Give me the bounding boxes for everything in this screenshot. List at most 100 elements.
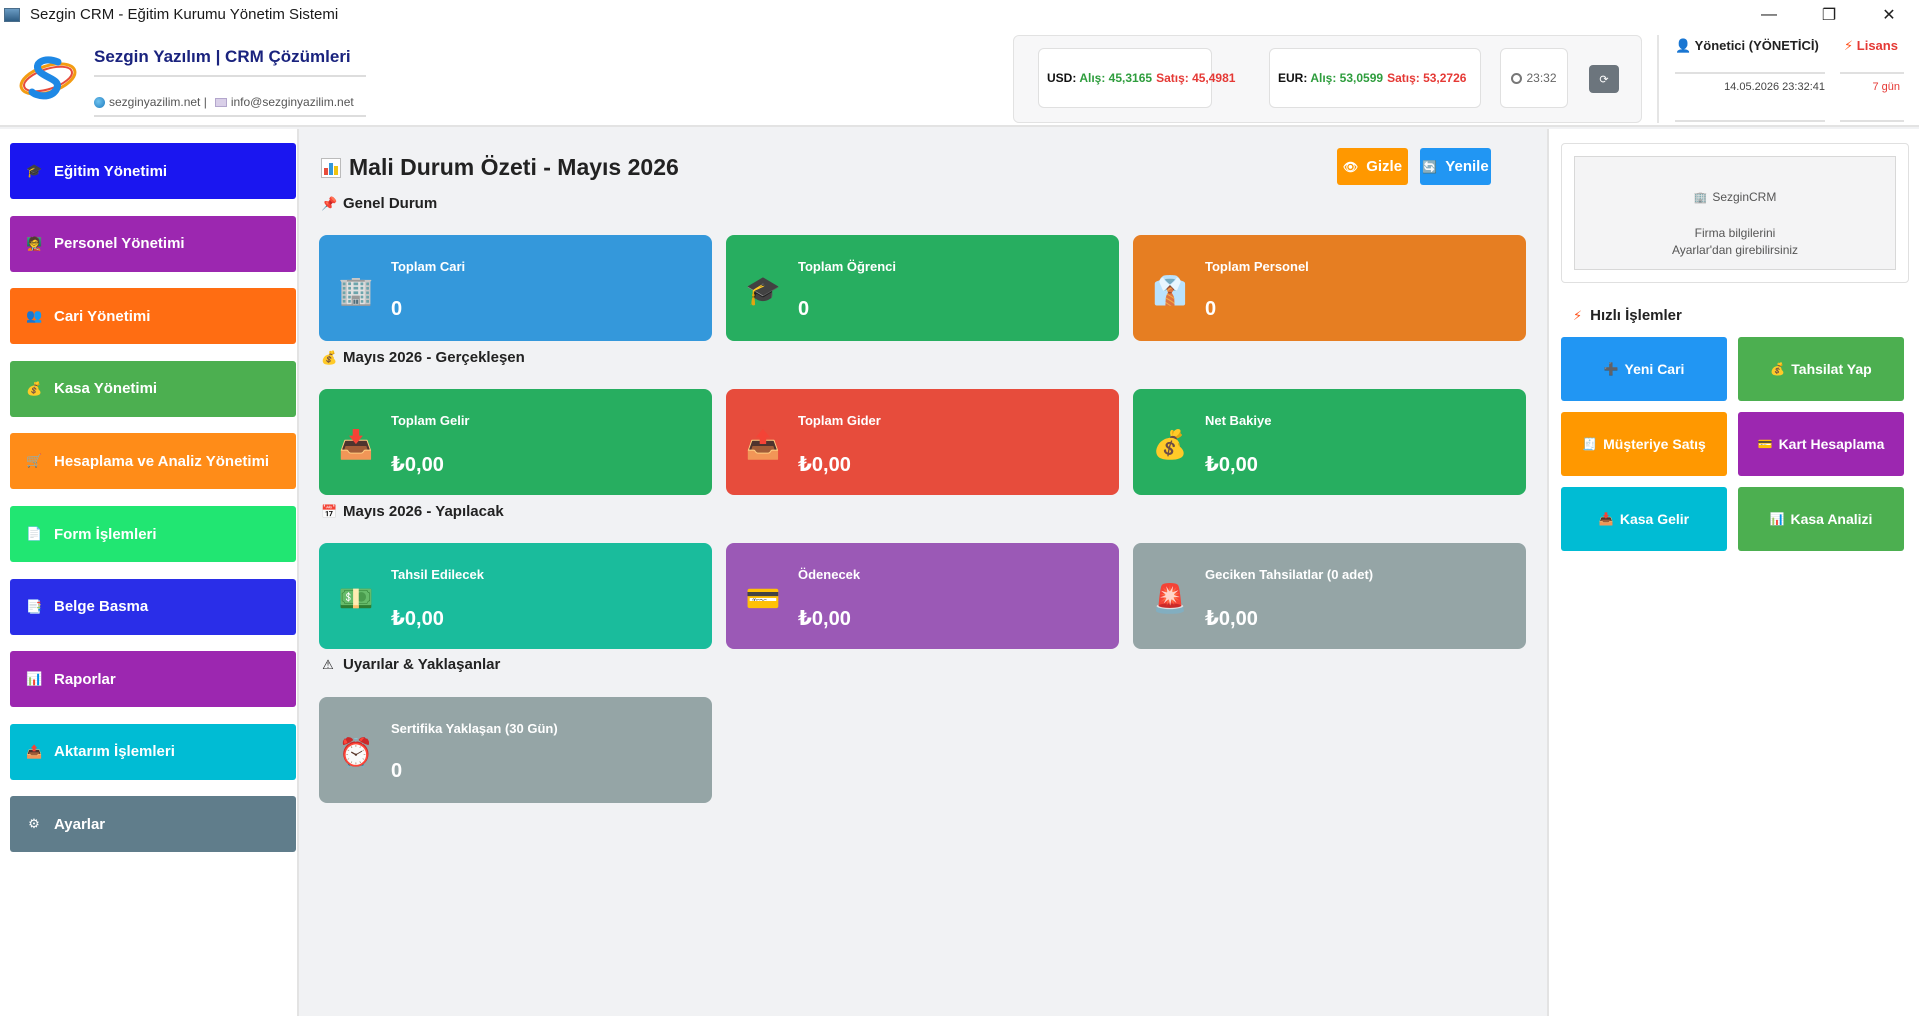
- stat-card-label: Toplam Öğrenci: [798, 259, 896, 274]
- stat-card-label: Net Bakiye: [1205, 413, 1272, 428]
- stat-card-toplam-personel[interactable]: 👔 Toplam Personel 0: [1133, 235, 1526, 341]
- stat-card-toplam-cari[interactable]: 🏢 Toplam Cari 0: [319, 235, 712, 341]
- exchange-rates-panel: USD: Alış: 45,3165 Satış: 45,4981 EUR: A…: [1013, 35, 1642, 123]
- clock-display: 23:32: [1500, 48, 1568, 108]
- sidebar-item-belge-basma[interactable]: 📑 Belge Basma: [10, 578, 296, 635]
- quick-action-kasa-gelir[interactable]: 📥 Kasa Gelir: [1561, 487, 1727, 551]
- sidebar-item-icon: 📑: [26, 598, 43, 614]
- stat-card-icon: 💰: [1152, 428, 1188, 460]
- mail-icon: [214, 97, 227, 107]
- firm-info-box: 🏢 SezginCRM Firma bilgilerini Ayarlar'da…: [1574, 156, 1896, 270]
- sidebar-item-hesaplama-ve-analiz-yonetimi[interactable]: 🛒 Hesaplama ve Analiz Yönetimi: [10, 433, 296, 490]
- window-title: Sezgin CRM - Eğitim Kurumu Yönetim Siste…: [30, 6, 339, 23]
- sidebar-item-icon: 👥: [26, 308, 43, 324]
- stat-card-toplam-ogrenci[interactable]: 🎓 Toplam Öğrenci 0: [726, 235, 1119, 341]
- quick-action-icon: 📥: [1598, 512, 1614, 526]
- section-title-mayis-2026-yapilacak: 📅 Mayıs 2026 - Yapılacak: [321, 503, 504, 520]
- close-button[interactable]: ✕: [1882, 6, 1896, 24]
- refresh-button-label: Yenile: [1445, 158, 1489, 175]
- section-title-text: Mayıs 2026 - Gerçekleşen: [343, 349, 525, 366]
- quick-action-label: Müşteriye Satış: [1603, 436, 1706, 452]
- eur-rate: EUR: Alış: 53,0599 Satış: 53,2726: [1269, 48, 1481, 108]
- section-icon: 📅: [321, 503, 338, 519]
- stat-card-net-bakiye[interactable]: 💰 Net Bakiye ₺0,00: [1133, 389, 1526, 495]
- stat-card-toplam-gelir[interactable]: 📥 Toplam Gelir ₺0,00: [319, 389, 712, 495]
- globe-icon: [94, 96, 105, 108]
- sidebar-item-icon: 📤: [26, 743, 43, 759]
- stat-card-toplam-gider[interactable]: 📤 Toplam Gider ₺0,00: [726, 389, 1119, 495]
- app-icon: [4, 7, 20, 22]
- usd-code: USD:: [1047, 71, 1077, 85]
- user-name[interactable]: 👤 Yönetici (YÖNETİCİ): [1675, 38, 1819, 54]
- sidebar-item-aktarim-islemleri[interactable]: 📤 Aktarım İşlemleri: [10, 723, 296, 780]
- sidebar-item-raporlar[interactable]: 📊 Raporlar: [10, 651, 296, 708]
- refresh-button[interactable]: 🔄 Yenile: [1420, 148, 1491, 185]
- sidebar-item-ayarlar[interactable]: ⚙ Ayarlar: [10, 796, 296, 853]
- quick-action-tahsilat-yap[interactable]: 💰 Tahsilat Yap: [1738, 337, 1904, 401]
- stat-card-tahsil-edilecek[interactable]: 💵 Tahsil Edilecek ₺0,00: [319, 543, 712, 649]
- sidebar-item-egitim-yonetimi[interactable]: 🎓 Eğitim Yönetimi: [10, 143, 296, 199]
- sidebar-item-kasa-yonetimi[interactable]: 💰 Kasa Yönetimi: [10, 360, 296, 417]
- user-info: 👤 Yönetici (YÖNETİCİ) 14.05.2026 23:32:4…: [1675, 35, 1825, 123]
- sidebar-item-personel-yonetimi[interactable]: 🧑‍🏫 Personel Yönetimi: [10, 215, 296, 272]
- login-datetime: 14.05.2026 23:32:41: [1724, 81, 1825, 93]
- stat-card-value: ₺0,00: [391, 454, 444, 476]
- stat-card-label: Geciken Tahsilatlar (0 adet): [1205, 567, 1374, 582]
- stat-card-odenecek[interactable]: 💳 Ödenecek ₺0,00: [726, 543, 1119, 649]
- hide-button-label: Gizle: [1366, 158, 1403, 175]
- eur-code: EUR:: [1278, 71, 1308, 85]
- stat-card-geciken-tahsilatlar-0-adet[interactable]: 🚨 Geciken Tahsilatlar (0 adet) ₺0,00: [1133, 543, 1526, 649]
- lightning-icon: ⚡: [1844, 38, 1854, 53]
- stat-card-label: Ödenecek: [798, 567, 861, 582]
- firm-info-card: 🏢 SezginCRM Firma bilgilerini Ayarlar'da…: [1561, 143, 1909, 283]
- quick-action-kasa-analizi[interactable]: 📊 Kasa Analizi: [1738, 487, 1904, 551]
- stat-card-value: ₺0,00: [1205, 608, 1258, 630]
- sidebar-item-icon: 💰: [26, 380, 43, 396]
- sidebar-item-label: Raporlar: [54, 670, 116, 688]
- brand-contacts: sezginyazilim.net | info@sezginyazilim.n…: [94, 95, 354, 109]
- sidebar: 🎓 Eğitim Yönetimi 🧑‍🏫 Personel Yönetimi 👥 Car…: [0, 129, 299, 1016]
- section-icon: ⚠: [322, 656, 334, 672]
- quick-action-icon: ➕: [1603, 362, 1619, 376]
- firm-name: 🏢 SezginCRM: [1575, 190, 1895, 204]
- license-divider-bottom: [1840, 120, 1904, 122]
- user-icon: 👤: [1675, 38, 1692, 53]
- hide-button[interactable]: 👁 Gizle: [1337, 148, 1408, 185]
- usd-buy: Alış: 45,3165: [1079, 71, 1153, 85]
- sidebar-item-label: Cari Yönetimi: [54, 307, 151, 325]
- sidebar-item-label: Personel Yönetimi: [54, 235, 185, 253]
- sidebar-item-form-islemleri[interactable]: 📄 Form İşlemleri: [10, 506, 296, 562]
- header-divider: [1657, 35, 1659, 123]
- website-link[interactable]: sezginyazilim.net |: [109, 95, 207, 109]
- quick-action-label: Kasa Analizi: [1790, 511, 1873, 527]
- section-title-mayis-2026-gerceklesen: 💰 Mayıs 2026 - Gerçekleşen: [321, 349, 525, 366]
- user-divider-bottom: [1675, 120, 1825, 122]
- sidebar-item-icon: 🎓: [26, 163, 43, 178]
- stat-card-sertifika-yaklasan-30-gun[interactable]: ⏰ Sertifika Yaklaşan (30 Gün) 0: [319, 697, 712, 803]
- firm-info-line2: Ayarlar'dan girebilirsiniz: [1671, 243, 1799, 257]
- stat-card-label: Tahsil Edilecek: [391, 567, 484, 582]
- app-header: Sezgin Yazılım | CRM Çözümleri sezginyaz…: [0, 29, 1919, 127]
- quick-action-icon: 💰: [1770, 362, 1786, 376]
- stat-card-value: 0: [391, 298, 403, 320]
- sidebar-item-icon: 📊: [26, 671, 43, 687]
- quick-action-icon: 📊: [1769, 512, 1785, 526]
- window-titlebar: Sezgin CRM - Eğitim Kurumu Yönetim Siste…: [0, 0, 1919, 29]
- quick-action-kart-hesaplama[interactable]: 💳 Kart Hesaplama: [1738, 412, 1904, 476]
- restore-button[interactable]: ❐: [1821, 6, 1837, 24]
- quick-action-label: Tahsilat Yap: [1791, 361, 1872, 377]
- minimize-button[interactable]: —: [1761, 5, 1777, 23]
- rates-refresh-button[interactable]: ⟳: [1589, 65, 1619, 93]
- sidebar-item-cari-yonetimi[interactable]: 👥 Cari Yönetimi: [10, 288, 296, 345]
- sidebar-item-label: Kasa Yönetimi: [54, 380, 158, 398]
- license-info: ⚡ Lisans 7 gün: [1840, 35, 1904, 123]
- quick-action-icon: 🧾: [1582, 437, 1598, 451]
- stat-card-icon: 📤: [745, 428, 781, 460]
- quick-action-musteriye-satis[interactable]: 🧾 Müşteriye Satış: [1561, 412, 1727, 476]
- quick-action-yeni-cari[interactable]: ➕ Yeni Cari: [1561, 337, 1727, 401]
- quick-actions-title-text: Hızlı İşlemler: [1590, 307, 1682, 324]
- license-days: 7 gün: [1872, 81, 1900, 93]
- stat-card-icon: 👔: [1152, 274, 1188, 306]
- email-link[interactable]: info@sezginyazilim.net: [230, 95, 354, 109]
- license-title[interactable]: ⚡ Lisans: [1844, 38, 1898, 54]
